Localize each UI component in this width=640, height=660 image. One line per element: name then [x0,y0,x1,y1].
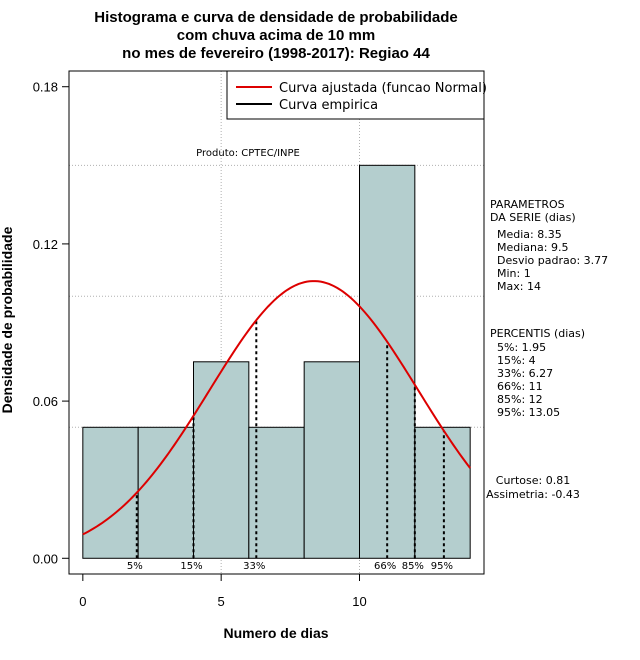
shape-stat: Curtose: 0.81 [496,474,570,487]
title-line: Histograma e curva de densidade de proba… [94,9,457,26]
parametros-item: Media: 8.35 [497,228,562,241]
parametros-item: Min: 1 [497,267,531,280]
y-tick-label: 0.00 [33,551,58,566]
title-line: no mes de fevereiro (1998-2017): Regiao … [122,45,430,62]
histogram-bar [359,164,416,559]
percentis-header: PERCENTIS (dias) [490,327,585,340]
percentis-item: 85%: 12 [497,393,543,406]
histogram-bars [82,164,471,559]
y-tick-label: 0.12 [33,237,58,252]
normal-curve [82,280,471,536]
histogram-bar [303,361,360,559]
histogram-bar [193,361,250,559]
legend: Curva ajustada (funcao Normal) Curva empi… [226,70,487,120]
histogram-bar [414,426,471,559]
histogram-bar [82,426,139,559]
shape-stat: Assimetria: -0.43 [486,488,580,501]
x-tick-label: 10 [352,594,366,609]
percentis-item: 95%: 13.05 [497,406,560,419]
y-tick-label: 0.18 [33,80,58,95]
legend-label: Curva ajustada (funcao Normal) [279,81,487,96]
parametros-item: Max: 14 [497,280,541,293]
y-tick-label: 0.06 [33,394,58,409]
legend-label: Curva empirica [279,98,378,113]
percentis-item: 33%: 6.27 [497,367,553,380]
histogram-bar [137,426,195,559]
legend-box [226,70,485,120]
parametros-item: Mediana: 9.5 [497,241,568,254]
percentile-label: 33% [243,561,265,572]
x-tick-label: 5 [218,594,225,609]
percentile-label: 15% [180,561,202,572]
percentile-lines: 5% 15% 33% 66% 85% 95% [127,320,453,572]
percentis-item: 5%: 1.95 [497,341,546,354]
normal-curve-line [82,280,471,536]
y-axis-title: Densidade de probabilidade [0,226,15,413]
x-axis-title: Numero de dias [223,625,328,641]
percentis-item: 15%: 4 [497,354,536,367]
axes: 0 5 10 0.00 0.06 0.12 0.18 [33,80,367,609]
chart-title: Histograma e curva de densidade de proba… [94,9,457,62]
percentile-label: 85% [402,561,424,572]
histogram-bar [248,426,305,559]
x-tick-label: 0 [79,594,86,609]
percentile-label: 5% [127,561,143,572]
parametros-header: PARAMETROS [490,198,565,211]
parametros-header: DA SERIE (dias) [490,211,576,224]
title-line: com chuva acima de 10 mm [177,27,375,44]
product-annotation: Produto: CPTEC/INPE [196,148,300,159]
percentis-item: 66%: 11 [497,380,543,393]
percentile-label: 95% [431,561,453,572]
parametros-item: Desvio padrao: 3.77 [497,254,608,267]
percentile-label: 66% [374,561,396,572]
